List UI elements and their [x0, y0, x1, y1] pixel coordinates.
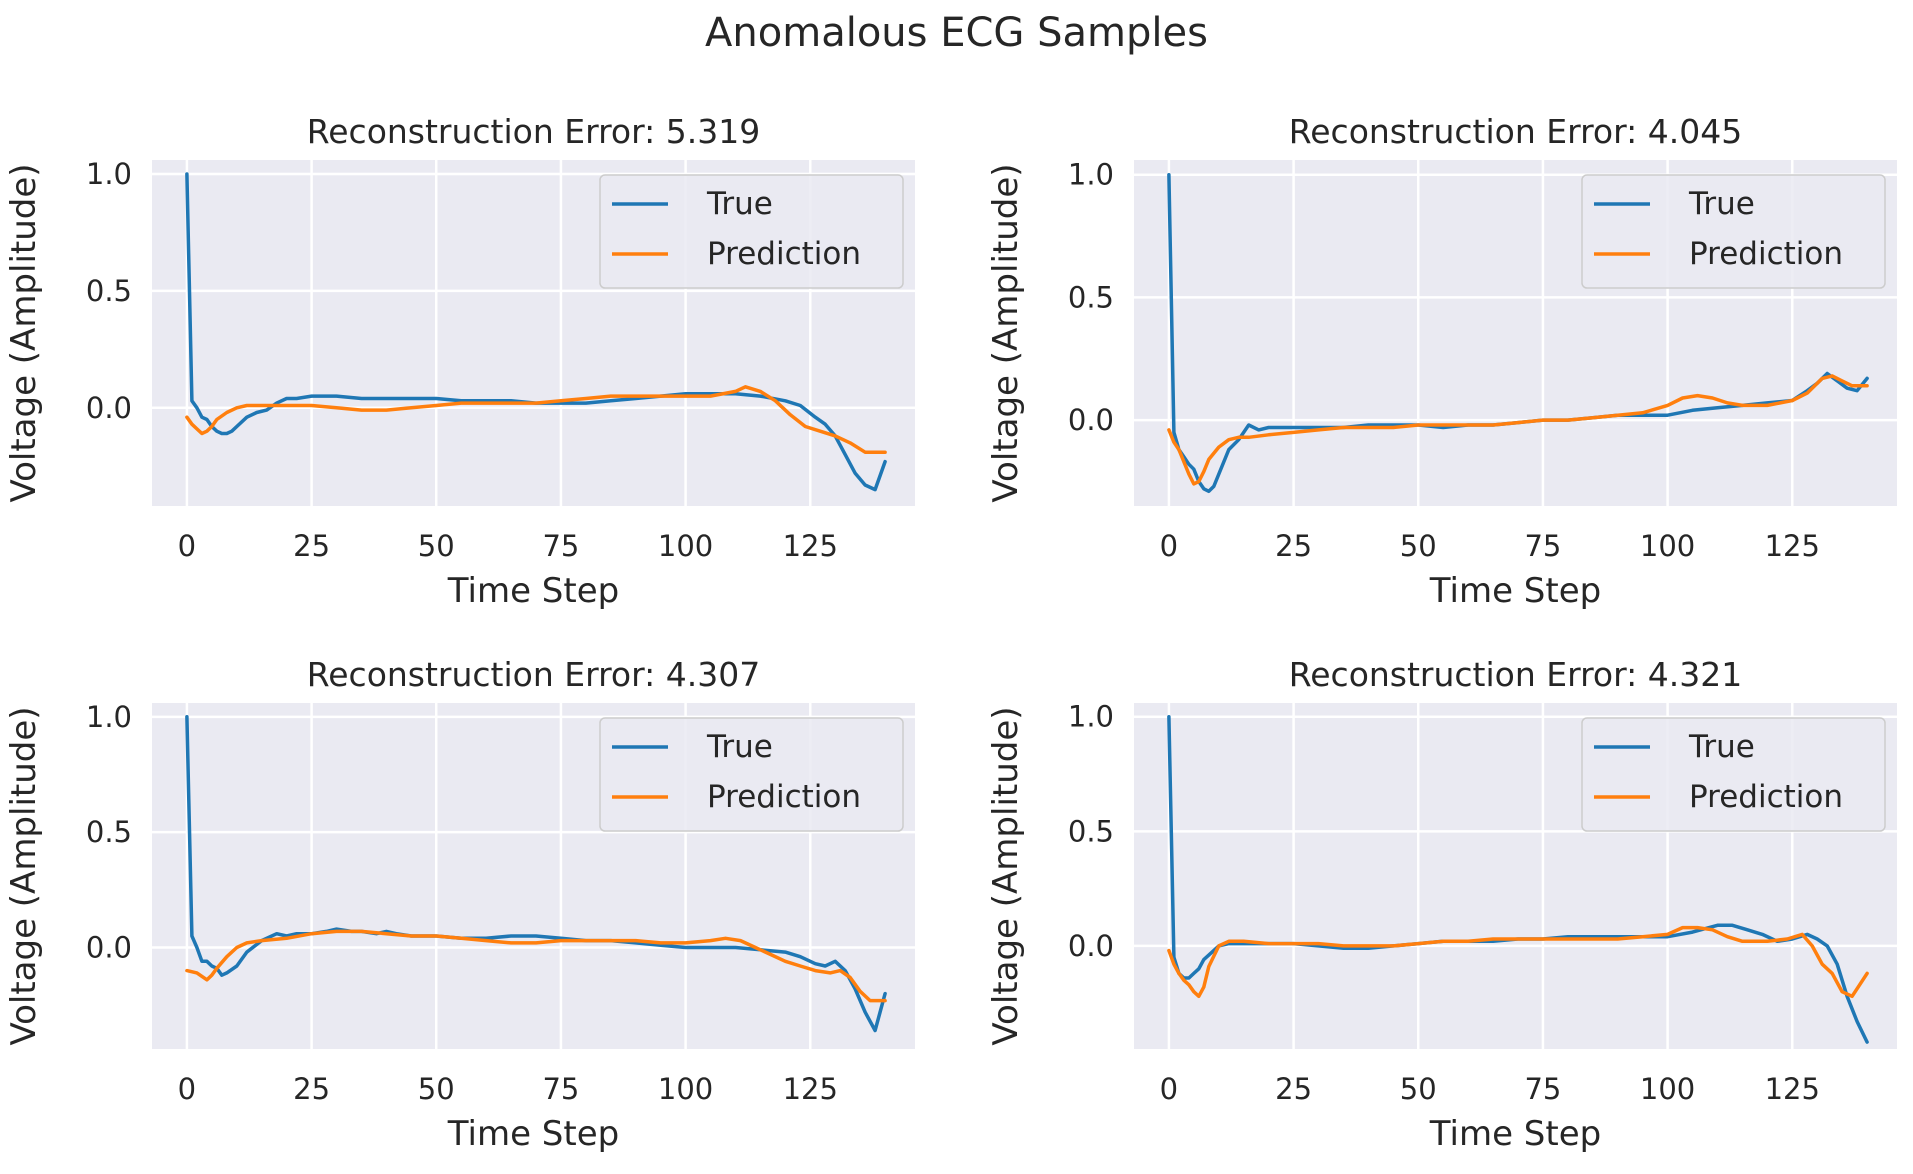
- subplot-3: 0 25 50 75 100 125 0.0 0.5 1.0 Reconstruction Err…: [4, 655, 915, 1154]
- legend-box: [599, 174, 904, 289]
- x-tick-label: 0: [1160, 529, 1178, 563]
- x-axis-label: Time Step: [1429, 1114, 1601, 1154]
- series-line-prediction: [185, 929, 887, 1003]
- x-tick-label: 75: [542, 529, 579, 563]
- y-tick-label: 1.0: [1068, 700, 1114, 734]
- legend-label: Prediction: [707, 779, 861, 815]
- x-tick-label: 125: [1765, 529, 1820, 563]
- y-tick-label: 0.5: [1068, 814, 1114, 848]
- x-tick-label: 0: [1160, 1072, 1178, 1106]
- series-line-true: [185, 172, 887, 492]
- subplot-title: Reconstruction Error: 5.319: [307, 112, 760, 151]
- legend-label: Prediction: [1689, 236, 1843, 272]
- legend: True Prediction: [1581, 174, 1886, 289]
- y-tick-label: 1.0: [86, 700, 132, 734]
- x-tick-label: 100: [658, 529, 713, 563]
- x-tick-label: 25: [293, 529, 330, 563]
- x-tick-label: 125: [783, 529, 838, 563]
- y-axis-label: Voltage (Amplitude): [986, 163, 1026, 502]
- x-tick-label: 125: [1765, 1072, 1820, 1106]
- x-tick-label: 50: [418, 529, 455, 563]
- subplot-title: Reconstruction Error: 4.307: [307, 655, 760, 694]
- x-tick-label: 100: [1640, 1072, 1695, 1106]
- subplot-2: 0 25 50 75 100 125 0.0 0.5 1.0 Reconstruction Err…: [986, 112, 1897, 611]
- y-tick-label: 0.0: [1068, 929, 1114, 963]
- legend-box: [1581, 717, 1886, 832]
- legend-label: True: [706, 729, 773, 765]
- x-axis-label: Time Step: [1429, 571, 1601, 611]
- x-tick-label: 75: [1524, 529, 1561, 563]
- y-tick-label: 0.0: [86, 391, 132, 425]
- x-tick-label: 50: [418, 1072, 455, 1106]
- y-axis-label: Voltage (Amplitude): [986, 706, 1026, 1045]
- series-line-prediction: [1167, 925, 1869, 999]
- x-tick-label: 100: [658, 1072, 713, 1106]
- legend-label: True: [1688, 186, 1755, 222]
- x-axis-label: Time Step: [447, 571, 619, 611]
- y-tick-label: 0.5: [1068, 280, 1114, 314]
- figure-title: Anomalous ECG Samples: [705, 10, 1208, 56]
- y-tick-label: 0.5: [86, 274, 132, 308]
- subplot-4: 0 25 50 75 100 125 0.0 0.5 1.0 Reconstruction Err…: [986, 655, 1897, 1154]
- subplot-1: 0 25 50 75 100 125 0.0 0.5 1.0 Reconstruction Err…: [4, 112, 915, 611]
- legend: True Prediction: [1581, 717, 1886, 832]
- subplot-title: Reconstruction Error: 4.045: [1289, 112, 1742, 151]
- x-tick-label: 0: [178, 529, 196, 563]
- x-tick-label: 25: [1275, 1072, 1312, 1106]
- y-tick-label: 1.0: [1068, 158, 1114, 192]
- x-tick-label: 125: [783, 1072, 838, 1106]
- x-tick-label: 100: [1640, 529, 1695, 563]
- legend-box: [1581, 174, 1886, 289]
- legend: True Prediction: [599, 174, 904, 289]
- legend-label: True: [706, 186, 773, 222]
- x-tick-label: 50: [1400, 1072, 1437, 1106]
- legend: True Prediction: [599, 717, 904, 832]
- x-tick-label: 0: [178, 1072, 196, 1106]
- legend-box: [599, 717, 904, 832]
- y-axis-label: Voltage (Amplitude): [4, 706, 44, 1045]
- subplot-title: Reconstruction Error: 4.321: [1289, 655, 1742, 694]
- x-tick-label: 50: [1400, 529, 1437, 563]
- series-line-prediction: [1167, 374, 1869, 486]
- x-tick-label: 25: [1275, 529, 1312, 563]
- legend-label: True: [1688, 729, 1755, 765]
- y-axis-label: Voltage (Amplitude): [4, 163, 44, 502]
- x-tick-label: 75: [1524, 1072, 1561, 1106]
- y-tick-label: 0.5: [86, 815, 132, 849]
- x-axis-label: Time Step: [447, 1114, 619, 1154]
- x-tick-label: 25: [293, 1072, 330, 1106]
- series-line-prediction: [185, 385, 887, 454]
- legend-label: Prediction: [707, 236, 861, 272]
- y-tick-label: 1.0: [86, 157, 132, 191]
- x-tick-label: 75: [542, 1072, 579, 1106]
- legend-label: Prediction: [1689, 779, 1843, 815]
- y-tick-label: 0.0: [86, 931, 132, 965]
- y-tick-label: 0.0: [1068, 403, 1114, 437]
